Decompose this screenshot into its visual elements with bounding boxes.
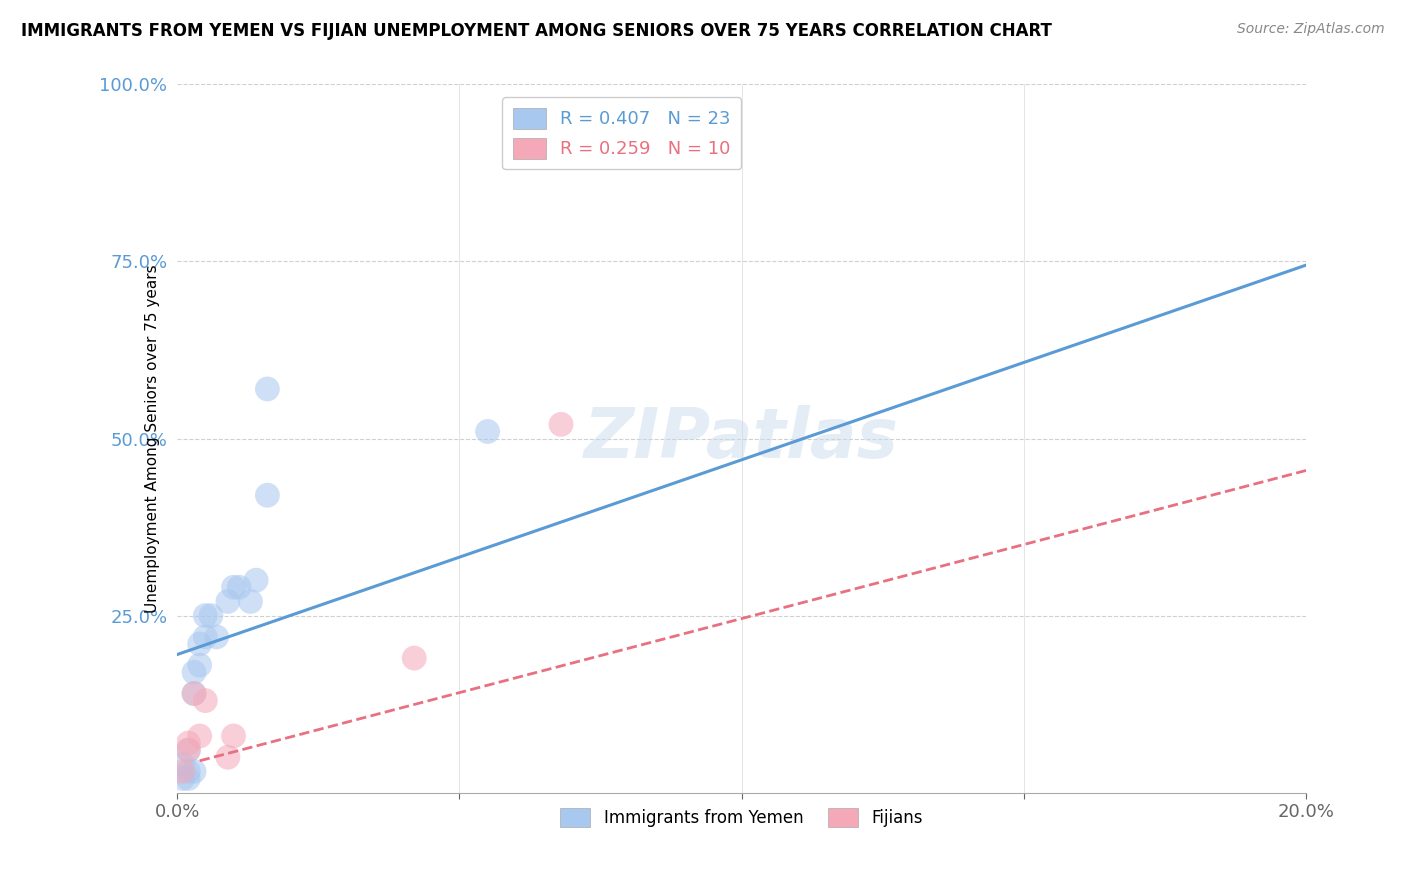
Legend: Immigrants from Yemen, Fijians: Immigrants from Yemen, Fijians	[554, 801, 929, 834]
Point	[188, 637, 211, 651]
Point	[550, 417, 572, 432]
Point	[183, 764, 205, 779]
Point	[222, 729, 245, 743]
Point	[172, 772, 194, 786]
Point	[256, 382, 278, 396]
Point	[177, 736, 200, 750]
Point	[183, 686, 205, 700]
Point	[245, 573, 267, 587]
Point	[217, 594, 239, 608]
Text: ZIPatlas: ZIPatlas	[585, 405, 900, 472]
Point	[477, 425, 499, 439]
Point	[404, 651, 426, 665]
Point	[177, 772, 200, 786]
Point	[200, 608, 222, 623]
Point	[177, 743, 200, 757]
Point	[256, 488, 278, 502]
Point	[172, 757, 194, 772]
Point	[194, 608, 217, 623]
Point	[177, 764, 200, 779]
Point	[194, 630, 217, 644]
Point	[645, 127, 668, 141]
Point	[228, 580, 250, 594]
Point	[205, 630, 228, 644]
Point	[183, 686, 205, 700]
Y-axis label: Unemployment Among Seniors over 75 years: Unemployment Among Seniors over 75 years	[145, 264, 160, 613]
Point	[188, 729, 211, 743]
Point	[217, 750, 239, 764]
Point	[172, 764, 194, 779]
Point	[222, 580, 245, 594]
Point	[177, 743, 200, 757]
Text: Source: ZipAtlas.com: Source: ZipAtlas.com	[1237, 22, 1385, 37]
Point	[183, 665, 205, 680]
Point	[239, 594, 262, 608]
Point	[194, 693, 217, 707]
Text: IMMIGRANTS FROM YEMEN VS FIJIAN UNEMPLOYMENT AMONG SENIORS OVER 75 YEARS CORRELA: IMMIGRANTS FROM YEMEN VS FIJIAN UNEMPLOY…	[21, 22, 1052, 40]
Point	[188, 658, 211, 673]
